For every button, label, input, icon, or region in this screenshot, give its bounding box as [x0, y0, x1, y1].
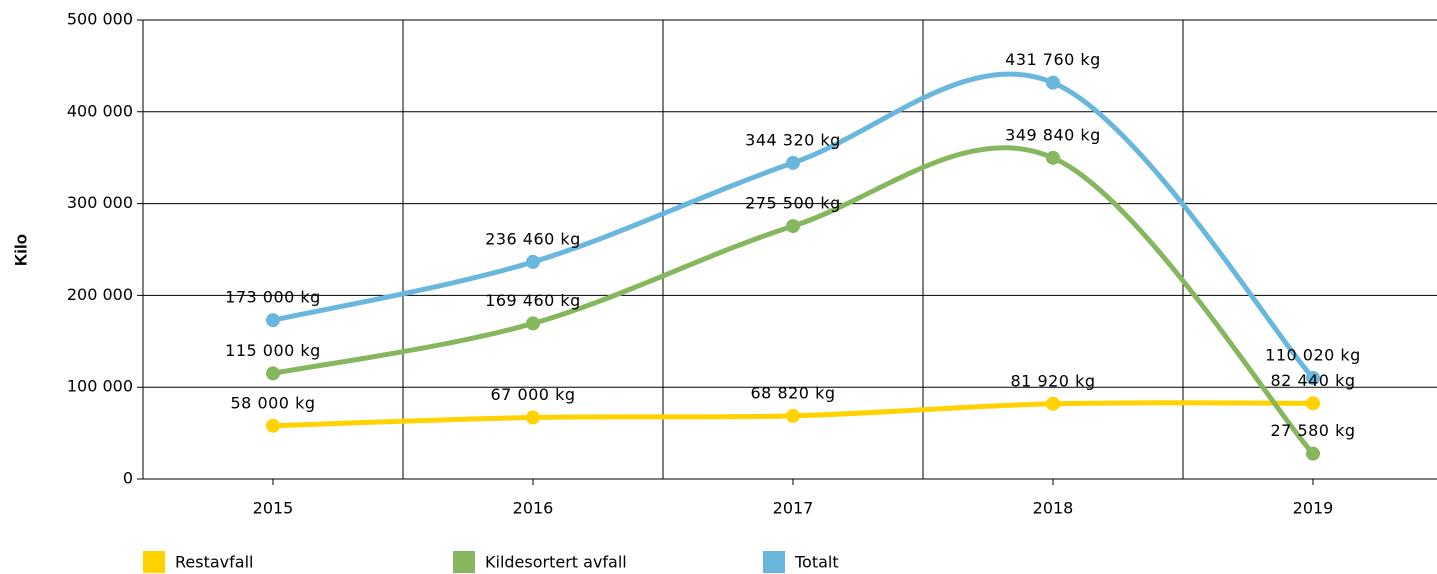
- data-point: [266, 418, 280, 433]
- legend-label: Restavfall: [175, 553, 253, 572]
- series-line: [272, 71, 1315, 380]
- x-tick-label: 2017: [773, 499, 814, 518]
- data-point: [1046, 396, 1060, 411]
- legend-label: Totalt: [794, 553, 839, 572]
- data-point: [1306, 446, 1320, 461]
- data-label: 349 840 kg: [1005, 125, 1101, 144]
- data-label: 81 920 kg: [1011, 371, 1096, 390]
- data-point: [266, 313, 280, 328]
- data-label: 27 580 kg: [1271, 421, 1356, 440]
- legend-label: Kildesortert avfall: [485, 553, 627, 572]
- x-tick-label: 2015: [253, 499, 294, 518]
- y-tick-label: 400 000: [67, 101, 133, 120]
- data-label: 68 820 kg: [751, 383, 836, 402]
- series-line: [272, 145, 1315, 456]
- data-label: 110 020 kg: [1265, 346, 1361, 365]
- data-point: [526, 254, 540, 269]
- data-label: 58 000 kg: [231, 393, 316, 412]
- data-point: [786, 219, 800, 234]
- data-label: 275 500 kg: [745, 194, 841, 213]
- y-tick-label: 300 000: [67, 193, 133, 212]
- data-label: 173 000 kg: [225, 288, 321, 307]
- data-point: [1046, 75, 1060, 90]
- data-label: 115 000 kg: [225, 341, 321, 360]
- data-label: 236 460 kg: [485, 229, 581, 248]
- y-tick-label: 100 000: [67, 377, 133, 396]
- x-tick-label: 2019: [1293, 499, 1334, 518]
- data-label: 431 760 kg: [1005, 50, 1101, 69]
- data-point: [266, 366, 280, 381]
- data-point: [1306, 371, 1320, 386]
- x-tick-label: 2018: [1033, 499, 1074, 518]
- data-label: 344 320 kg: [745, 130, 841, 149]
- legend-swatch: [763, 551, 785, 573]
- y-tick-label: 0: [123, 469, 133, 488]
- data-point: [1046, 150, 1060, 165]
- legend-swatch: [453, 551, 475, 573]
- data-point: [526, 410, 540, 425]
- data-label: 169 460 kg: [485, 291, 581, 310]
- data-label: 82 440 kg: [1271, 371, 1356, 390]
- data-point: [786, 408, 800, 423]
- y-axis-label: Kilo: [11, 234, 30, 266]
- x-tick-label: 2016: [513, 499, 554, 518]
- data-point: [1306, 396, 1320, 411]
- y-tick-label: 200 000: [67, 285, 133, 304]
- data-point: [526, 316, 540, 331]
- y-tick-label: 500 000: [67, 10, 133, 29]
- data-point: [786, 155, 800, 170]
- data-label: 67 000 kg: [491, 385, 576, 404]
- legend-swatch: [143, 551, 165, 573]
